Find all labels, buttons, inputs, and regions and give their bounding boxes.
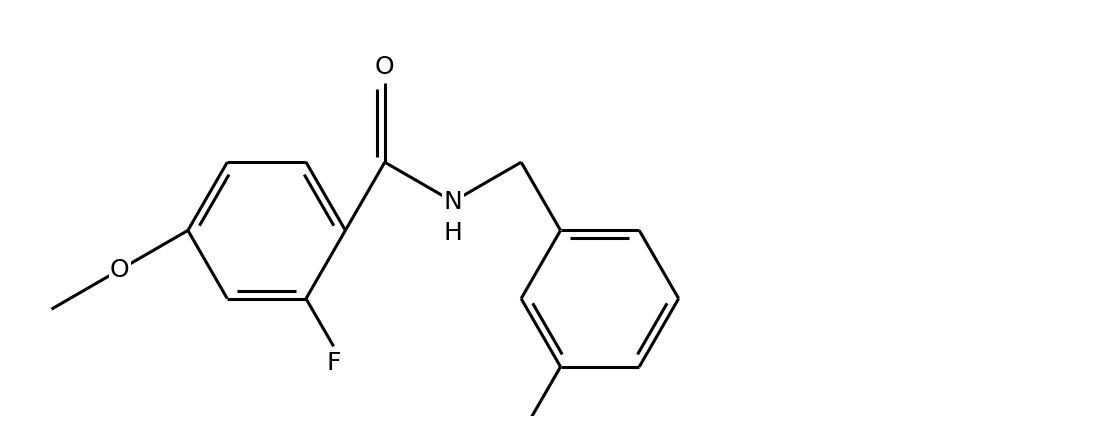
Text: F: F [326, 351, 341, 374]
Text: H: H [443, 221, 463, 245]
Text: O: O [110, 258, 130, 282]
Text: N: N [444, 190, 463, 214]
Text: O: O [375, 55, 395, 79]
